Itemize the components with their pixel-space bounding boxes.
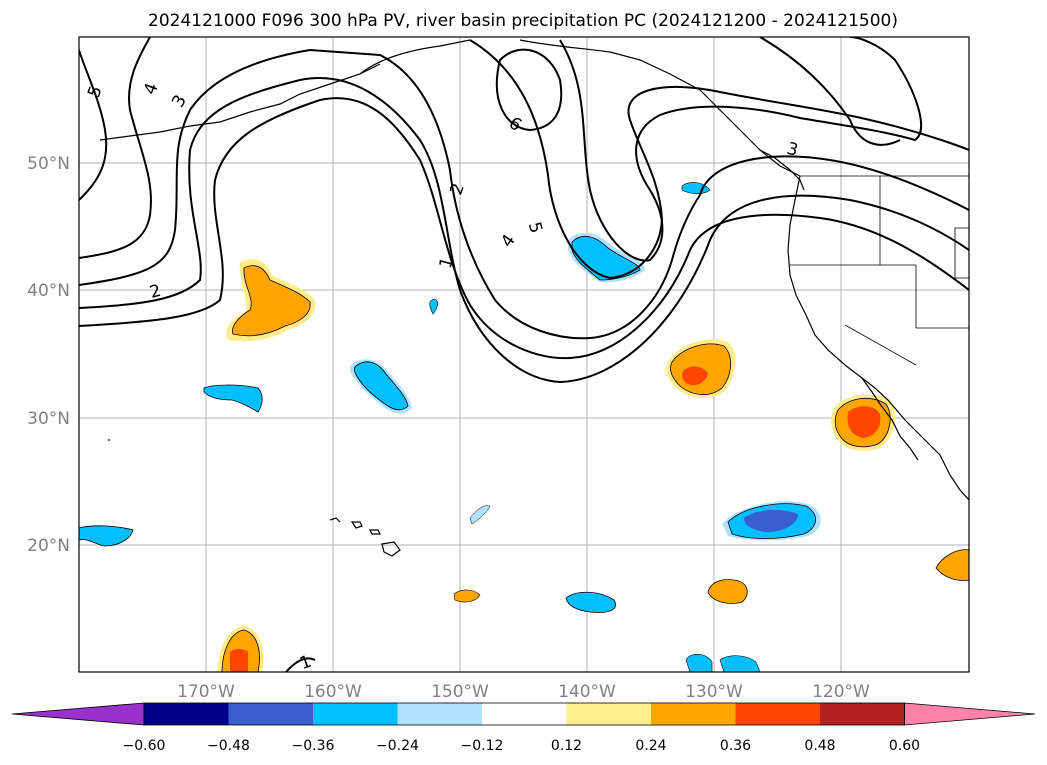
colorbar-tick-label: −0.36 [292, 738, 335, 754]
lat-axis: 50°N 40°N 30°N 20°N [27, 154, 70, 556]
positive-anomaly-129w-17n [707, 579, 748, 604]
colorbar-tick-label: −0.60 [123, 738, 166, 754]
negative-anomaly-126w-11n [719, 655, 761, 672]
lon-axis: 170°W 160°W 150°W 140°W 130°W 120°W [177, 682, 870, 702]
negative-anomaly-170w-31n [203, 384, 263, 413]
colorbar-tick-label: 0.24 [635, 738, 666, 754]
colorbar-tick-label: 0.12 [551, 738, 582, 754]
negative-anomaly-149w-22n [469, 505, 491, 525]
colorbar-segment [397, 703, 482, 725]
lat-tick-label: 40°N [27, 281, 70, 301]
lat-tick-label: 30°N [27, 409, 70, 429]
colorbar-segment [313, 703, 398, 725]
lon-tick-label: 170°W [177, 682, 235, 702]
colorbar: −0.60 −0.48 −0.36 −0.24 −0.12 0.12 0.24 … [11, 702, 1036, 754]
contour-label: 5 [524, 220, 546, 236]
negative-anomaly-132w-49n [681, 182, 711, 195]
colorbar-segment [144, 703, 229, 725]
lon-tick-label: 130°W [685, 682, 743, 702]
negative-anomaly-132w-11n [685, 653, 713, 672]
negative-anomaly-178w-21n [79, 525, 134, 547]
contour-label: 3 [785, 139, 801, 161]
precip-anomaly-fields [79, 182, 969, 672]
lon-tick-label: 150°W [431, 682, 489, 702]
pv-contours [79, 37, 969, 672]
colorbar-segment [482, 703, 567, 725]
colorbar-extend-low [11, 702, 145, 726]
positive-anomaly-131w-34n [666, 339, 736, 399]
colorbar-segment [566, 703, 651, 725]
positive-anomaly-112w-18n [935, 549, 969, 581]
negative-anomaly-140w-43n [568, 232, 645, 283]
colorbar-tick-label: −0.12 [461, 738, 504, 754]
positive-anomaly-119w-30n [831, 394, 895, 451]
negative-anomaly-139w-16n [565, 591, 616, 613]
lat-tick-label: 20°N [27, 536, 70, 556]
contour-label: 1 [436, 255, 458, 271]
colorbar-extend-high [904, 702, 1036, 726]
figure-title: 2024121000 F096 300 hPa PV, river basin … [148, 11, 898, 31]
colorbar-tick-label: −0.48 [207, 738, 250, 754]
colorbar-segment [820, 703, 905, 725]
positive-anomaly-150w-16n [453, 589, 481, 603]
colorbar-tick-label: 0.60 [889, 738, 920, 754]
lon-tick-label: 160°W [304, 682, 362, 702]
contour-label: 2 [148, 281, 164, 303]
negative-anomaly-152w-40n [429, 298, 439, 315]
colorbar-segment [735, 703, 820, 725]
map-frame [78, 36, 970, 673]
colorbar-tick-label: 0.36 [720, 738, 751, 754]
positive-anomaly-165w-39n [226, 259, 316, 342]
map-panel: 5 4 3 2 1 2 4 5 6 3 1 [78, 36, 970, 673]
colorbar-segment [228, 703, 313, 725]
negative-anomaly-157w-33n [349, 359, 412, 414]
colorbar-segment [651, 703, 736, 725]
negative-anomaly-125w-22n [722, 501, 821, 541]
lon-tick-label: 140°W [558, 682, 616, 702]
lon-tick-label: 120°W [812, 682, 870, 702]
colorbar-ticks: −0.60 −0.48 −0.36 −0.24 −0.12 0.12 0.24 … [123, 738, 921, 754]
colorbar-tick-label: −0.24 [376, 738, 419, 754]
colorbar-tick-label: 0.48 [804, 738, 835, 754]
positive-anomaly-168w-12n [218, 626, 264, 672]
lat-tick-label: 50°N [27, 154, 70, 174]
country-state-borders [790, 175, 969, 366]
